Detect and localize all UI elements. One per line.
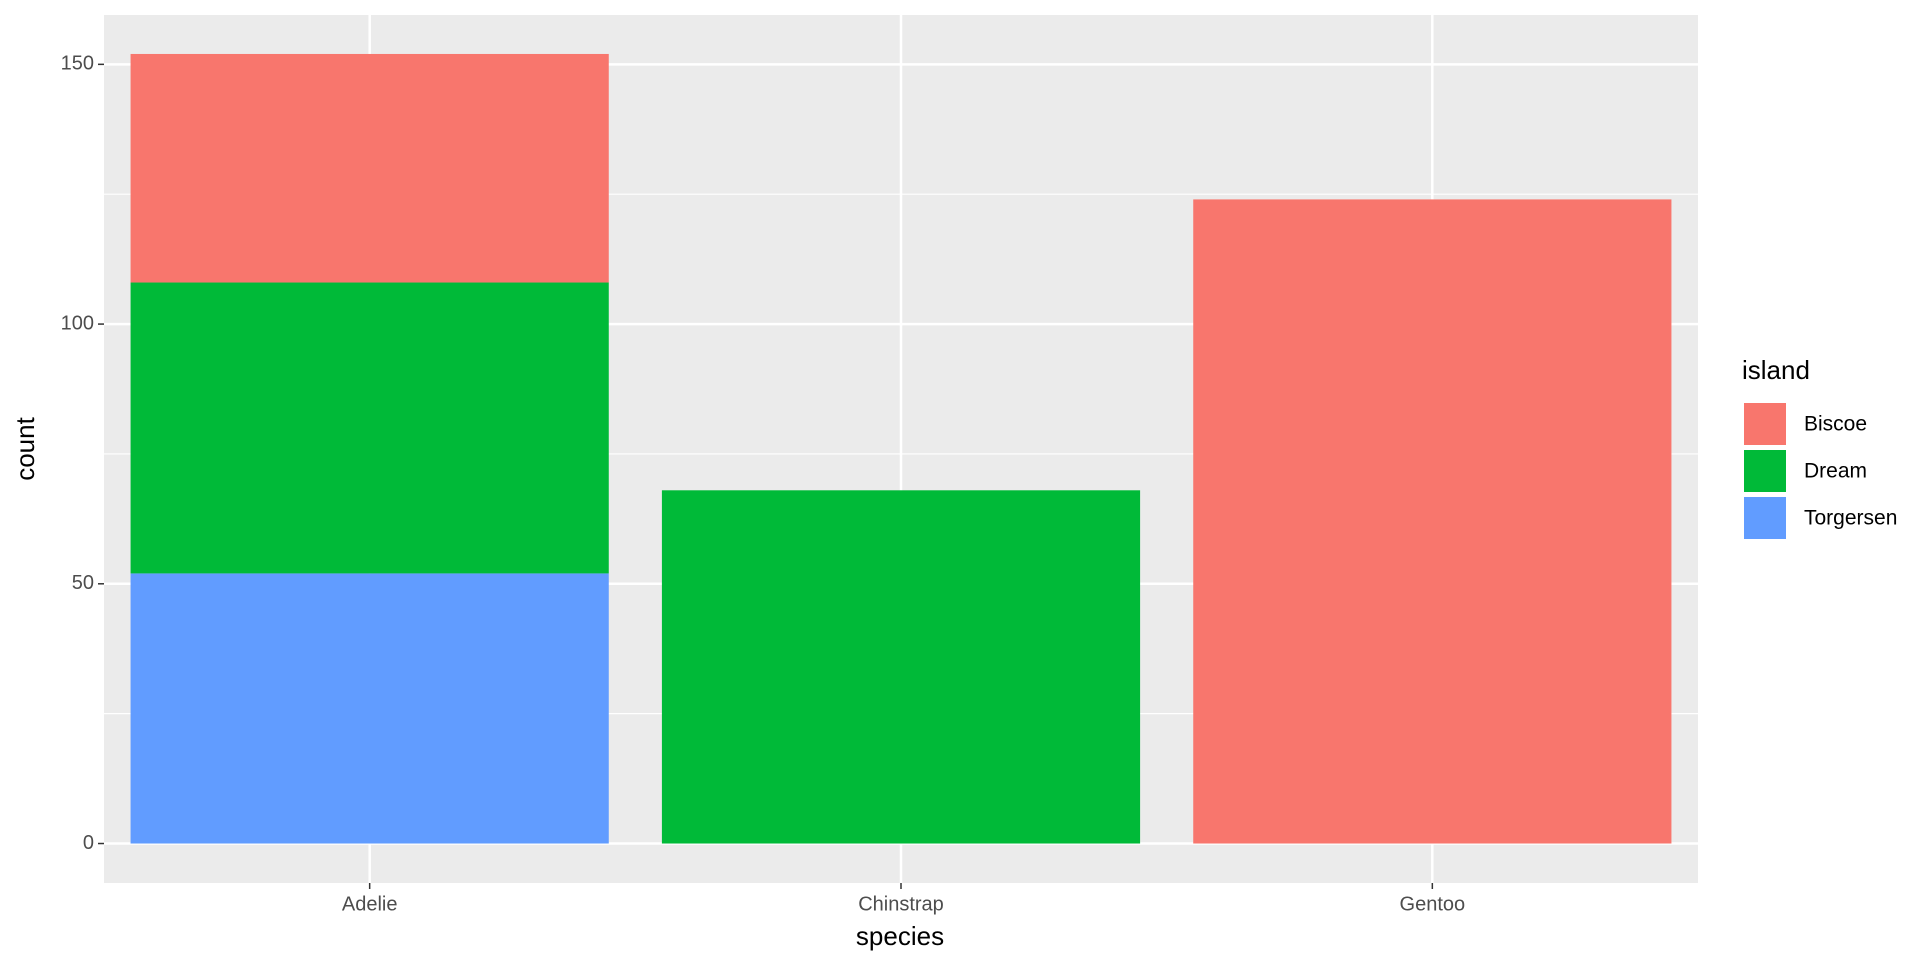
x-tick-label: Adelie <box>342 893 398 915</box>
legend-key <box>1742 495 1788 541</box>
y-tick-label: 100 <box>61 312 94 334</box>
bar-segment <box>1193 199 1672 844</box>
x-tick-label: Gentoo <box>1400 893 1466 915</box>
legend-title: island <box>1742 355 1810 385</box>
y-tick-label: 0 <box>83 832 94 854</box>
bar-segment <box>130 53 609 283</box>
legend-label: Torgersen <box>1804 507 1897 530</box>
legend-label: Dream <box>1804 460 1867 483</box>
legend-key <box>1742 448 1788 494</box>
bar-segment <box>661 490 1141 844</box>
y-tick-label: 150 <box>61 53 94 75</box>
y-tick-label: 50 <box>72 572 94 594</box>
bar-segment <box>130 282 609 574</box>
y-axis-title: count <box>10 416 40 480</box>
legend-key <box>1742 401 1788 447</box>
bar-segment <box>130 573 609 844</box>
x-tick-label: Chinstrap <box>858 893 944 915</box>
legend-label: Biscoe <box>1804 413 1867 436</box>
x-axis-title: species <box>856 921 944 951</box>
